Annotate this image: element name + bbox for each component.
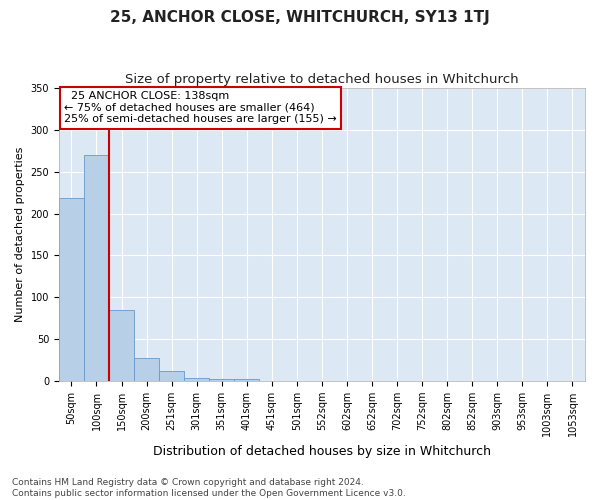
- Title: Size of property relative to detached houses in Whitchurch: Size of property relative to detached ho…: [125, 72, 519, 86]
- Bar: [109, 310, 134, 381]
- Text: Contains HM Land Registry data © Crown copyright and database right 2024.
Contai: Contains HM Land Registry data © Crown c…: [12, 478, 406, 498]
- Y-axis label: Number of detached properties: Number of detached properties: [15, 147, 25, 322]
- X-axis label: Distribution of detached houses by size in Whitchurch: Distribution of detached houses by size …: [153, 444, 491, 458]
- Text: 25, ANCHOR CLOSE, WHITCHURCH, SY13 1TJ: 25, ANCHOR CLOSE, WHITCHURCH, SY13 1TJ: [110, 10, 490, 25]
- Bar: [159, 371, 184, 381]
- Bar: [134, 358, 159, 381]
- Bar: [209, 378, 234, 381]
- Bar: [184, 378, 209, 381]
- Bar: [59, 198, 84, 381]
- Text: 25 ANCHOR CLOSE: 138sqm
← 75% of detached houses are smaller (464)
25% of semi-d: 25 ANCHOR CLOSE: 138sqm ← 75% of detache…: [64, 91, 337, 124]
- Bar: [234, 378, 259, 381]
- Bar: [84, 155, 109, 381]
